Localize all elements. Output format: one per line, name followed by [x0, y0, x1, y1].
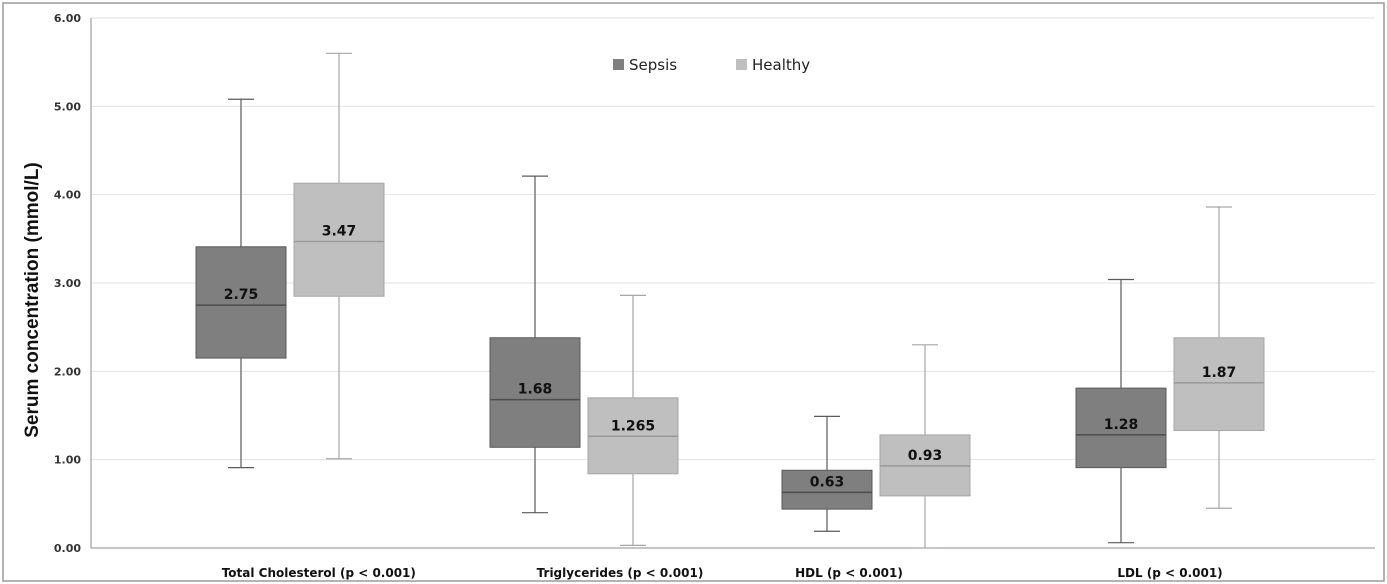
x-category-label: HDL (p < 0.001): [795, 566, 903, 580]
legend-swatch-healthy: [736, 59, 747, 70]
median-value-label: 1.68: [518, 382, 553, 398]
iqr-box: [781, 469, 873, 510]
y-tick-label: 2.00: [54, 365, 81, 378]
median-value-label: 0.63: [810, 474, 845, 490]
box-healthy-0: [293, 52, 385, 460]
iqr-box: [489, 337, 581, 448]
y-axis-label: Serum concentration (mmol/L): [22, 162, 43, 438]
box-sepsis-2: [781, 415, 873, 532]
y-tick-label: 3.00: [54, 277, 81, 290]
y-tick-label: 0.00: [54, 542, 81, 555]
iqr-box: [195, 246, 287, 359]
box-sepsis-0: [195, 98, 287, 469]
box-sepsis-1: [489, 175, 581, 514]
median-value-label: 1.87: [1202, 365, 1237, 381]
box-healthy-1: [587, 294, 679, 546]
legend-label-healthy: Healthy: [752, 56, 810, 74]
median-labels: 2.75 1.68 0.63 1.28 3.47 1.265 0.93 1.87: [224, 223, 1237, 490]
x-category-label: Total Cholesterol (p < 0.001): [222, 566, 416, 580]
y-tick-label: 6.00: [54, 12, 81, 25]
median-value-label: 1.28: [1104, 417, 1139, 433]
box-sepsis-3: [1075, 278, 1167, 544]
legend: Sepsis Healthy: [613, 56, 810, 74]
box-healthy-2: [879, 344, 971, 549]
iqr-box: [293, 182, 385, 297]
boxes: [195, 52, 1265, 549]
axes: 0.00 1.00 2.00 3.00 4.00 5.00 6.00 Total Choles…: [54, 12, 1375, 580]
legend-swatch-sepsis: [613, 59, 624, 70]
median-value-label: 2.75: [224, 287, 259, 303]
x-category-label: Triglycerides (p < 0.001): [537, 566, 704, 580]
x-category-label: LDL (p < 0.001): [1117, 566, 1222, 580]
box-healthy-3: [1173, 206, 1265, 509]
iqr-box: [1075, 387, 1167, 469]
y-tick-label: 1.00: [54, 454, 81, 467]
y-tick-label: 5.00: [54, 100, 81, 113]
iqr-box: [1173, 337, 1265, 432]
median-value-label: 3.47: [322, 223, 357, 239]
y-tick-label: 4.00: [54, 189, 81, 202]
median-value-label: 1.265: [611, 418, 655, 434]
median-value-label: 0.93: [908, 448, 943, 464]
legend-label-sepsis: Sepsis: [629, 56, 677, 74]
